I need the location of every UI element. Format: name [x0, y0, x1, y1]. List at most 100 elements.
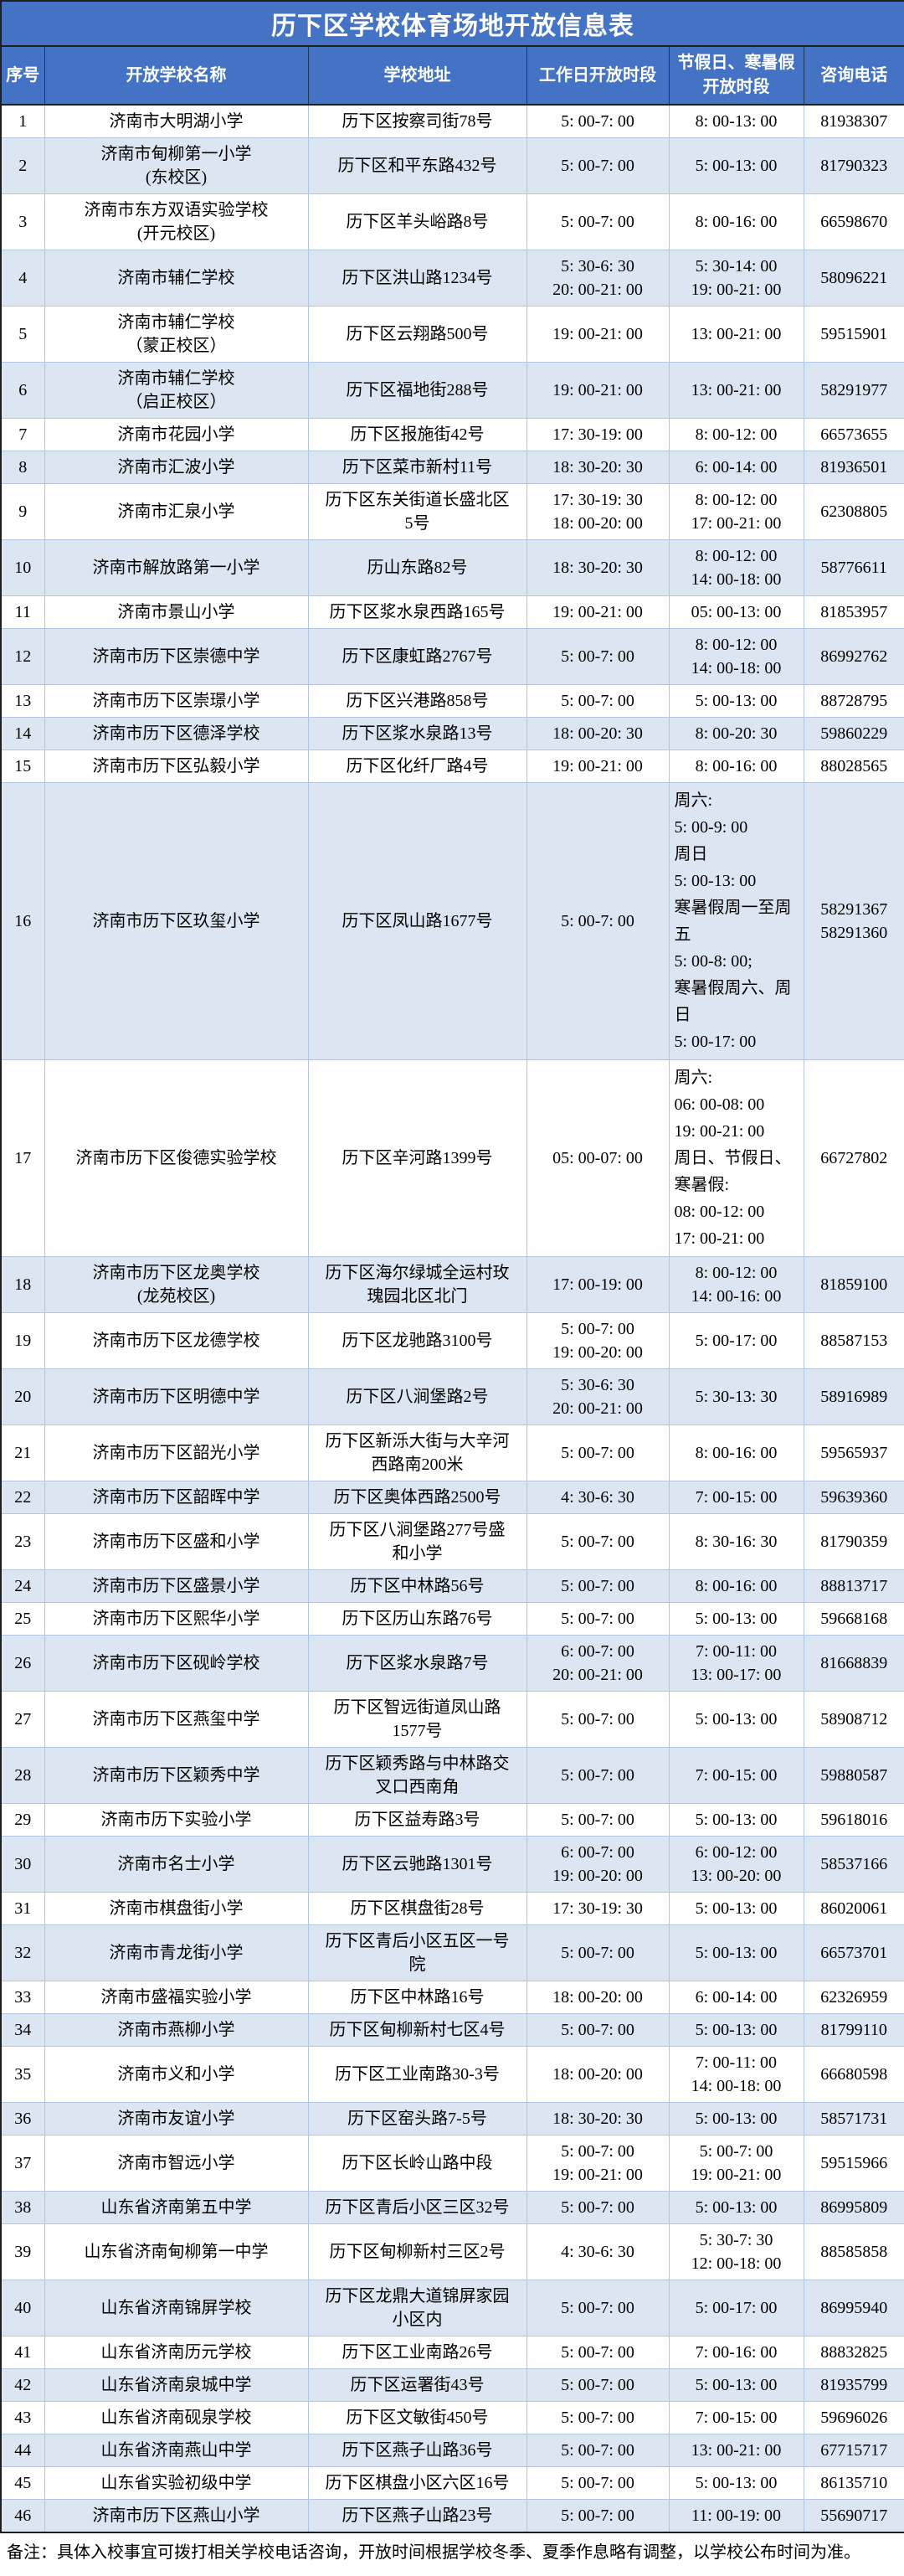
cell-phone: 59860229: [803, 717, 904, 750]
table-row: 1 济南市大明湖小学 历下区按察司街78号 5: 00-7: 00 8: 00-13: …: [0, 104, 904, 138]
cell-school: 济南市历下区颖秀中学: [44, 1747, 309, 1804]
cell-phone: 81668839: [803, 1635, 904, 1692]
table-row: 37 济南市智远小学 历下区长岭山路中段 5: 00-7: 00 19: 00-21:…: [0, 2135, 904, 2192]
cell-no: 18: [0, 1256, 45, 1313]
cell-no: 4: [0, 250, 45, 307]
footnote: 备注：具体入校事宜可拨打相关学校电话咨询，开放时间根据学校冬季、夏季作息略有调整…: [7, 2543, 860, 2562]
cell-school: 济南市大明湖小学: [44, 104, 309, 138]
cell-holiday: 11: 00-19: 00: [668, 2499, 804, 2533]
cell-weekday: 19: 00-21: 00: [526, 595, 670, 629]
cell-holiday: 8: 00-12: 00 14: 00-16: 00: [668, 1256, 804, 1313]
cell-school: 济南市青龙街小学: [44, 1924, 309, 1981]
cell-school: 济南市义和小学: [44, 2046, 309, 2103]
cell-phone: 81799110: [803, 2013, 904, 2047]
cell-address: 历下区菜市新村11号: [307, 451, 527, 484]
cell-weekday: 17: 00-19: 00: [526, 1256, 670, 1313]
cell-weekday: 5: 00-7: 00: [526, 684, 670, 718]
cell-weekday: 5: 00-7: 00: [526, 2401, 670, 2434]
cell-no: 45: [0, 2466, 45, 2500]
cell-weekday: 5: 00-7: 00: [526, 2368, 670, 2402]
cell-weekday: 5: 00-7: 00: [526, 2280, 670, 2336]
cell-weekday: 5: 00-7: 00: [526, 2013, 670, 2047]
cell-no: 33: [0, 1981, 45, 2014]
cell-weekday: 5: 00-7: 00 19: 00-21: 00: [526, 2135, 670, 2192]
cell-school: 济南市东方双语实验学校 (开元校区): [44, 193, 309, 250]
cell-holiday: 7: 00-15: 00: [668, 2401, 804, 2434]
cell-no: 35: [0, 2046, 45, 2103]
cell-weekday: 18: 30-20: 30: [526, 539, 670, 596]
cell-no: 17: [0, 1059, 45, 1257]
cell-holiday: 8: 00-12: 00 14: 00-18: 00: [668, 628, 804, 685]
cell-weekday: 5: 00-7: 00: [526, 137, 670, 194]
cell-address: 历下区棋盘街28号: [307, 1892, 527, 1925]
cell-no: 21: [0, 1425, 45, 1481]
cell-weekday: 5: 00-7: 00: [526, 1691, 670, 1748]
cell-weekday: 5: 00-7: 00: [526, 1425, 670, 1481]
cell-school: 济南市历下区弘毅小学: [44, 750, 309, 783]
cell-holiday: 5: 00-13: 00: [668, 2466, 804, 2500]
table-row: 46 济南市历下区燕山小学 历下区燕子山路23号 5: 00-7: 00 11: 00-…: [0, 2499, 904, 2533]
cell-holiday: 周六: 5: 00-9: 00 周日 5: 00-13: 00 寒暑假周一至周五…: [668, 782, 804, 1060]
cell-phone: 58291367 58291360: [803, 782, 904, 1060]
cell-no: 30: [0, 1836, 45, 1893]
cell-school: 济南市甸柳第一小学 (东校区): [44, 137, 309, 194]
cell-school: 山东省济南砚泉学校: [44, 2401, 309, 2434]
cell-school: 济南市燕柳小学: [44, 2013, 309, 2047]
cell-school: 山东省济南第五中学: [44, 2191, 309, 2224]
cell-address: 历下区云驰路1301号: [307, 1836, 527, 1893]
cell-phone: 81853957: [803, 595, 904, 629]
cell-weekday: 4: 30-6: 30: [526, 1481, 670, 1514]
cell-address: 历下区羊头峪路8号: [307, 193, 527, 250]
cell-address: 历下区文敏街450号: [307, 2401, 527, 2434]
cell-phone: 88585858: [803, 2223, 904, 2280]
cell-phone: 58776611: [803, 539, 904, 596]
cell-school: 山东省济南燕山中学: [44, 2434, 309, 2467]
page-title: 历下区学校体育场地开放信息表: [1, 1, 904, 47]
cell-weekday: 6: 00-7: 00 19: 00-20: 00: [526, 1836, 670, 1893]
cell-address: 历下区颖秀路与中林路交 叉口西南角: [307, 1747, 527, 1804]
cell-holiday: 7: 00-15: 00: [668, 1481, 804, 1514]
col-header-school-name: 开放学校名称: [44, 45, 309, 106]
cell-school: 山东省实验初级中学: [44, 2466, 309, 2500]
table-row: 22 济南市历下区韶晖中学 历下区奥体西路2500号 4: 30-6: 30 7: 00…: [0, 1481, 904, 1514]
cell-school: 山东省济南锦屏学校: [44, 2280, 309, 2336]
cell-phone: 66727802: [803, 1059, 904, 1257]
cell-address: 历下区海尔绿城全运村玫 瑰园北区北门: [307, 1256, 527, 1313]
cell-weekday: 05: 00-07: 00: [526, 1059, 670, 1257]
cell-address: 历下区智远街道凤山路 1577号: [307, 1691, 527, 1748]
cell-phone: 81935799: [803, 2368, 904, 2402]
cell-address: 历下区化纤厂路4号: [307, 750, 527, 783]
col-header-phone: 咨询电话: [803, 45, 904, 106]
cell-holiday: 05: 00-13: 00: [668, 595, 804, 629]
cell-no: 40: [0, 2280, 45, 2336]
cell-phone: 86135710: [803, 2466, 904, 2500]
table-row: 17 济南市历下区俊德实验学校 历下区辛河路1399号 05: 00-07: 00 周六…: [0, 1059, 904, 1257]
cell-school: 济南市历下区龙德学校: [44, 1312, 309, 1369]
cell-school: 济南市棋盘街小学: [44, 1892, 309, 1925]
cell-school: 济南市历下区明德中学: [44, 1368, 309, 1425]
table-row: 27 济南市历下区燕玺中学 历下区智远街道凤山路 1577号 5: 00-7: 00 5…: [0, 1691, 904, 1748]
cell-holiday: 5: 00-13: 00: [668, 684, 804, 718]
cell-weekday: 5: 00-7: 00 19: 00-20: 00: [526, 1312, 670, 1369]
cell-school: 济南市解放路第一小学: [44, 539, 309, 596]
cell-no: 5: [0, 306, 45, 363]
cell-no: 36: [0, 2102, 45, 2136]
table-row: 39 山东省济南甸柳第一中学 历下区甸柳新村三区2号 4: 30-6: 30 5: 30…: [0, 2223, 904, 2280]
cell-no: 41: [0, 2336, 45, 2369]
cell-holiday: 6: 00-12: 00 13: 00-20: 00: [668, 1836, 804, 1893]
cell-phone: 86992762: [803, 628, 904, 685]
cell-school: 山东省济南历元学校: [44, 2336, 309, 2369]
table-row: 15 济南市历下区弘毅小学 历下区化纤厂路4号 19: 00-21: 00 8: 00-…: [0, 750, 904, 783]
cell-address: 历下区中林路56号: [307, 1569, 527, 1603]
cell-phone: 59565937: [803, 1425, 904, 1481]
cell-phone: 88813717: [803, 1569, 904, 1603]
cell-phone: 81936501: [803, 451, 904, 484]
cell-address: 历下区青后小区五区一号 院: [307, 1924, 527, 1981]
cell-holiday: 5: 00-13: 00: [668, 1892, 804, 1925]
cell-no: 9: [0, 483, 45, 540]
cell-school: 济南市历下区盛景小学: [44, 1569, 309, 1603]
cell-address: 历下区康虹路2767号: [307, 628, 527, 685]
cell-no: 37: [0, 2135, 45, 2192]
cell-weekday: 18: 00-20: 00: [526, 2046, 670, 2103]
table-row: 12 济南市历下区崇德中学 历下区康虹路2767号 5: 00-7: 00 8: 00-…: [0, 628, 904, 685]
